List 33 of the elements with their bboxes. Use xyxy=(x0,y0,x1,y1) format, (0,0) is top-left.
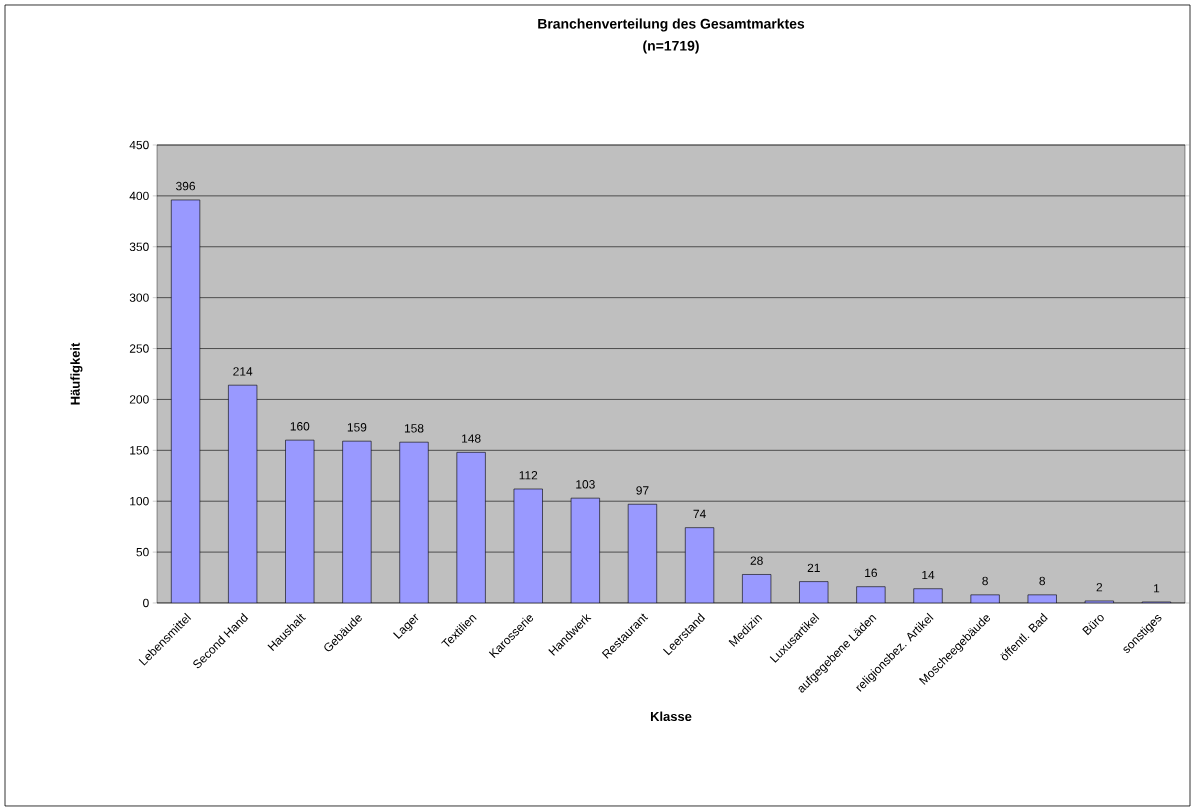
data-label: 159 xyxy=(347,423,367,432)
y-tick-label: 100 xyxy=(130,496,149,506)
data-label: 2 xyxy=(1096,582,1103,592)
data-label: 21 xyxy=(807,563,820,572)
y-tick-label: 0 xyxy=(143,598,149,608)
data-label: 1 xyxy=(1154,584,1160,593)
data-label: 74 xyxy=(693,509,706,519)
y-tick-label: 200 xyxy=(129,395,149,404)
data-label: 396 xyxy=(176,181,196,191)
x-tick-label: Büro xyxy=(1082,614,1104,636)
data-label: 28 xyxy=(750,556,763,565)
data-label: 112 xyxy=(519,471,538,480)
y-tick-label: 300 xyxy=(129,293,149,302)
y-axis-title: Häufigkeit xyxy=(70,342,83,405)
y-tick-label: 350 xyxy=(129,242,149,251)
data-label: 103 xyxy=(576,480,595,489)
y-tick-label: 50 xyxy=(136,547,149,557)
y-tick-label: 450 xyxy=(129,140,149,150)
data-label: 16 xyxy=(865,568,878,578)
y-tick-label: 250 xyxy=(129,344,149,353)
data-label: 8 xyxy=(1039,576,1046,586)
data-label: 158 xyxy=(404,424,424,433)
data-label: 160 xyxy=(290,422,310,431)
y-tick-label: 400 xyxy=(129,191,149,201)
data-label: 214 xyxy=(233,367,253,376)
y-tick-label: 150 xyxy=(130,446,149,455)
chart-subtitle: (n=1719) xyxy=(643,40,699,54)
x-axis-title: Klasse xyxy=(650,711,692,722)
chart-title: Branchenverteilung des Gesamtmarktes xyxy=(538,18,805,32)
data-label: 8 xyxy=(982,576,988,586)
data-label: 14 xyxy=(922,570,935,580)
data-label: 97 xyxy=(636,486,649,495)
data-label: 148 xyxy=(462,434,481,443)
